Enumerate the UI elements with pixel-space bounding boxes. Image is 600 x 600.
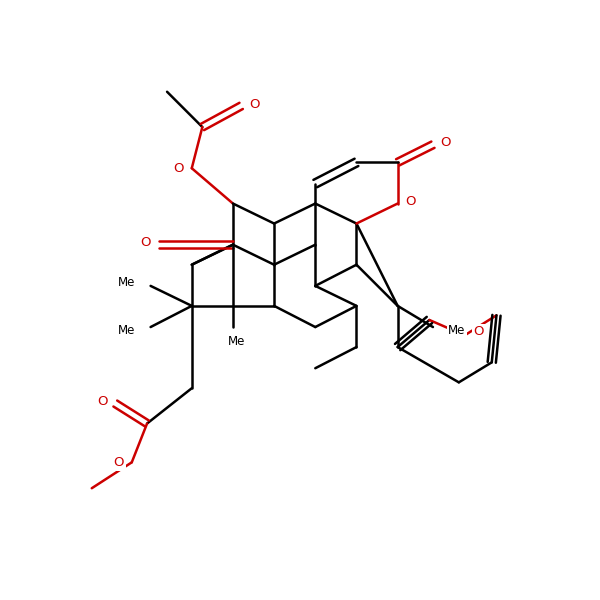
Text: Me: Me	[118, 324, 135, 337]
Text: O: O	[97, 395, 107, 407]
Text: O: O	[113, 456, 124, 469]
Text: O: O	[249, 98, 259, 111]
Text: O: O	[173, 162, 184, 175]
Text: O: O	[406, 194, 416, 208]
Text: Me: Me	[228, 335, 245, 347]
Text: O: O	[140, 236, 151, 249]
Text: O: O	[440, 136, 451, 149]
Text: Me: Me	[118, 276, 135, 289]
Text: O: O	[473, 325, 484, 338]
Text: Me: Me	[448, 324, 466, 337]
